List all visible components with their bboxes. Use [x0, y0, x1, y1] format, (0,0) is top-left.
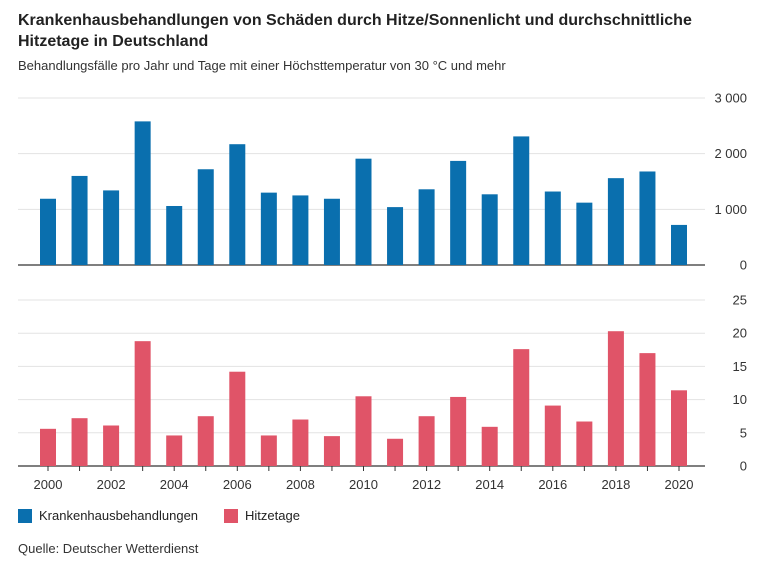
heat-bar-2001 [71, 418, 88, 466]
legend-swatch-hospital [18, 508, 32, 523]
heat-bar-2000 [40, 428, 56, 466]
hospital-bar-2012 [418, 189, 435, 265]
heat-bar-2011 [387, 438, 404, 466]
hospital-bar-2009 [323, 198, 340, 265]
heat-bar-2002 [103, 425, 120, 466]
heat-bar-2009 [323, 436, 340, 466]
x-tick-label: 2014 [475, 477, 504, 492]
heat-bar-2012 [418, 416, 435, 466]
top-panel-hospital: 0 1 000 2 000 3 000 [18, 91, 747, 273]
x-tick-label: 2004 [160, 477, 189, 492]
hospital-bar-2011 [387, 207, 404, 265]
hospital-bar-2000 [40, 198, 56, 265]
hospital-bar-2017 [576, 202, 593, 265]
heat-bar-2010 [355, 396, 372, 466]
x-tick-label: 2006 [223, 477, 252, 492]
x-tick-label: 2020 [665, 477, 694, 492]
legend-item-heat: Hitzetage [224, 508, 300, 523]
hospital-bar-2020 [671, 224, 687, 265]
hospital-bar-2002 [103, 190, 120, 265]
bottom-panel-heat-days: 0 5 10 15 20 25 [18, 293, 747, 474]
hospital-bar-2013 [450, 160, 467, 265]
hospital-y-tick-label: 3 000 [714, 91, 747, 106]
heat-bar-2017 [576, 421, 593, 466]
legend-label-hospital: Krankenhausbehandlungen [39, 508, 199, 523]
x-axis: 2000 2002 2004 2006 2008 2010 2012 2014 2016 2018… [34, 466, 694, 492]
heat-bar-2018 [607, 331, 624, 466]
x-tick-label: 2016 [538, 477, 567, 492]
hospital-bar-2008 [292, 195, 309, 265]
x-tick-label: 2002 [97, 477, 126, 492]
legend-swatch-heat [224, 508, 239, 523]
legend-label-heat: Hitzetage [245, 508, 300, 523]
heat-bar-2020 [671, 390, 687, 466]
legend: Krankenhausbehandlungen Hitzetage [18, 508, 326, 523]
hospital-bar-2007 [260, 192, 277, 265]
heat-bar-2003 [134, 341, 151, 466]
heat-bar-2013 [450, 396, 467, 466]
hospital-bar-2019 [639, 171, 656, 265]
hospital-y-tick-label: 0 [740, 258, 747, 273]
heat-y-tick-label: 25 [733, 293, 747, 308]
heat-y-tick-label: 10 [733, 392, 747, 407]
x-tick-label: 2012 [412, 477, 441, 492]
chart-subtitle: Behandlungsfälle pro Jahr und Tage mit e… [18, 58, 506, 73]
hospital-y-tick-label: 2 000 [714, 146, 747, 161]
hospital-y-tick-label: 1 000 [714, 202, 747, 217]
hospital-bar-2006 [229, 144, 246, 265]
x-tick-label: 2000 [34, 477, 63, 492]
heat-bar-2004 [166, 435, 183, 466]
chart-title: Krankenhausbehandlungen von Schäden durc… [18, 12, 692, 50]
heat-bar-2016 [544, 405, 561, 466]
x-tick-label: 2018 [601, 477, 630, 492]
hospital-bar-2003 [134, 121, 151, 265]
heat-bar-2005 [197, 416, 214, 466]
hospital-bar-2005 [197, 169, 214, 265]
legend-item-hospital: Krankenhausbehandlungen [18, 508, 198, 523]
x-tick-label: 2010 [349, 477, 378, 492]
heat-bar-2015 [513, 349, 530, 466]
hospital-bar-2001 [71, 175, 88, 265]
heat-y-tick-label: 15 [733, 359, 747, 374]
hospital-bar-2010 [355, 158, 372, 265]
hospital-bar-2018 [607, 178, 624, 265]
hospital-bar-2004 [166, 205, 183, 265]
hospital-bar-2015 [513, 136, 530, 265]
heat-y-tick-label: 5 [740, 425, 747, 440]
heat-bar-2008 [292, 419, 309, 466]
heat-bar-2007 [260, 435, 277, 466]
source-note: Quelle: Deutscher Wetterdienst [18, 541, 199, 556]
heat-y-tick-label: 20 [733, 326, 747, 341]
x-tick-label: 2008 [286, 477, 315, 492]
heat-bar-2014 [481, 426, 498, 466]
heat-bar-2006 [229, 371, 246, 466]
hospital-bar-2016 [544, 191, 561, 265]
hospital-bar-2014 [481, 194, 498, 265]
heat-y-tick-label: 0 [740, 459, 747, 474]
heat-bar-2019 [639, 353, 656, 466]
